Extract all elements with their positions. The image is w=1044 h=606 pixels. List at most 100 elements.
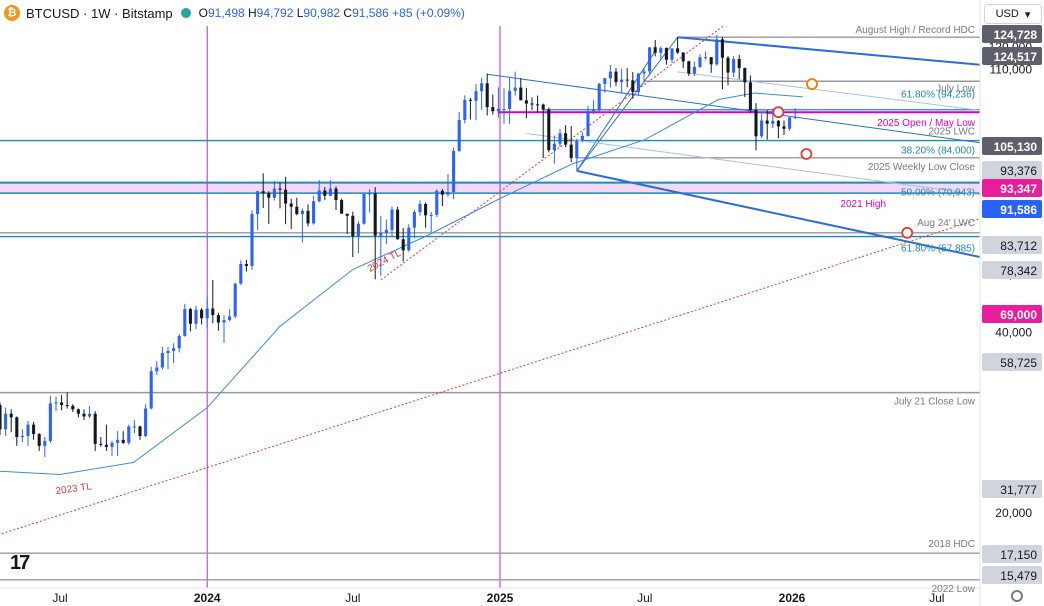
gear-icon[interactable] bbox=[1011, 590, 1023, 602]
candle-body bbox=[715, 39, 719, 65]
candle-body bbox=[508, 90, 512, 110]
candle-body bbox=[592, 109, 596, 112]
candle-body bbox=[216, 315, 220, 323]
candle-body bbox=[379, 232, 383, 236]
candle-body bbox=[345, 213, 349, 216]
candle-body bbox=[132, 426, 136, 428]
candle-body bbox=[541, 104, 545, 110]
price-tag-box bbox=[982, 566, 1042, 584]
level-label: 2025 Open / May Low bbox=[877, 118, 976, 129]
candle-body bbox=[597, 83, 601, 110]
candle-body bbox=[642, 71, 646, 74]
candle-body bbox=[104, 444, 108, 447]
open-value: 91,498 bbox=[207, 6, 245, 20]
level-label: 2025 LWC bbox=[928, 127, 975, 138]
candle-body bbox=[743, 68, 747, 83]
candle-body bbox=[440, 190, 444, 195]
price-tag-box bbox=[982, 25, 1042, 43]
symbol-title[interactable]: BTCUSD · 1W · Bitstamp bbox=[26, 5, 173, 21]
candle-body bbox=[15, 417, 19, 437]
candle-body bbox=[4, 413, 8, 430]
price-tag-box bbox=[982, 179, 1042, 197]
candle-body bbox=[401, 239, 405, 251]
price-tag-label: 124,728 bbox=[994, 28, 1038, 42]
candle-body bbox=[530, 103, 534, 105]
price-tag-label: 31,777 bbox=[1000, 483, 1037, 497]
price-tag-label: 93,376 bbox=[1000, 164, 1037, 178]
candle-body bbox=[676, 48, 680, 53]
candle-body bbox=[183, 309, 187, 337]
level-marker bbox=[800, 148, 813, 160]
level-label: 2025 Weekly Low Close bbox=[868, 162, 976, 173]
candle-body bbox=[211, 308, 215, 316]
currency-selector[interactable]: USD ▾ bbox=[984, 4, 1042, 24]
level-label: 2022 Low bbox=[932, 584, 976, 595]
trendline bbox=[487, 73, 980, 144]
x-tick-label: 2026 bbox=[779, 591, 806, 605]
candle-body bbox=[121, 439, 125, 443]
candle-body bbox=[580, 135, 584, 141]
candle-body bbox=[502, 109, 506, 111]
level-label: 61.80% (94,236) bbox=[901, 90, 975, 101]
level-label: 2018 HDC bbox=[928, 539, 975, 550]
candle-body bbox=[323, 190, 327, 196]
y-tick-label: 110,000 bbox=[990, 62, 1033, 76]
currency-label: USD bbox=[995, 8, 1019, 20]
candle-body bbox=[726, 57, 730, 73]
candle-body bbox=[93, 413, 97, 444]
candle-body bbox=[552, 143, 556, 151]
candle-body bbox=[457, 119, 461, 152]
candle-body bbox=[435, 190, 439, 215]
candle-body bbox=[340, 200, 344, 214]
candle-body bbox=[32, 424, 36, 435]
candle-body bbox=[603, 78, 607, 84]
candle-body bbox=[485, 83, 489, 108]
candle-body bbox=[71, 405, 75, 410]
candle-body bbox=[463, 99, 467, 120]
candle-body bbox=[250, 214, 254, 266]
market-status-dot-icon bbox=[180, 8, 191, 18]
candle-body bbox=[418, 203, 422, 213]
candle-body bbox=[373, 193, 377, 236]
candle-body bbox=[155, 367, 159, 372]
price-tag-label: 78,342 bbox=[1000, 264, 1037, 278]
candle-body bbox=[99, 443, 103, 445]
price-tag-label: 58,725 bbox=[1000, 356, 1037, 370]
candle-body bbox=[188, 309, 192, 324]
candle-body bbox=[692, 66, 696, 74]
price-tag-box bbox=[982, 161, 1042, 179]
candle-body bbox=[284, 189, 288, 204]
candle-body bbox=[256, 191, 260, 215]
x-tick-label: 2025 bbox=[487, 591, 514, 605]
candle-body bbox=[782, 126, 786, 129]
x-tick-label: Jul bbox=[52, 591, 67, 605]
candle-body bbox=[233, 283, 237, 317]
candle-body bbox=[110, 442, 114, 447]
candle-body bbox=[65, 405, 69, 407]
candle-body bbox=[547, 109, 551, 151]
price-tag-box bbox=[982, 236, 1042, 254]
candle-body bbox=[558, 133, 562, 144]
x-tick-label: 2024 bbox=[194, 591, 221, 605]
candle-body bbox=[356, 223, 360, 237]
price-tag-label: 15,479 bbox=[1000, 569, 1037, 583]
candle-body bbox=[272, 188, 276, 198]
candle-body bbox=[698, 57, 702, 67]
price-tag-box bbox=[982, 261, 1042, 279]
price-tag-box bbox=[982, 545, 1042, 563]
candle-body bbox=[9, 413, 13, 418]
x-tick-label: Jul bbox=[929, 591, 944, 605]
candle-body bbox=[384, 229, 388, 233]
price-tag-box bbox=[982, 305, 1042, 323]
level-marker bbox=[772, 106, 785, 119]
candle-body bbox=[172, 348, 176, 351]
change-value: +85 (+0.09%) bbox=[392, 6, 465, 20]
candle-body bbox=[653, 47, 657, 53]
chevron-down-icon: ▾ bbox=[1024, 8, 1031, 21]
trendline bbox=[576, 169, 980, 259]
candle-body bbox=[793, 117, 797, 119]
candle-body bbox=[138, 426, 142, 436]
level-label: July Low bbox=[936, 83, 976, 94]
price-tag-label: 105,130 bbox=[994, 140, 1038, 154]
